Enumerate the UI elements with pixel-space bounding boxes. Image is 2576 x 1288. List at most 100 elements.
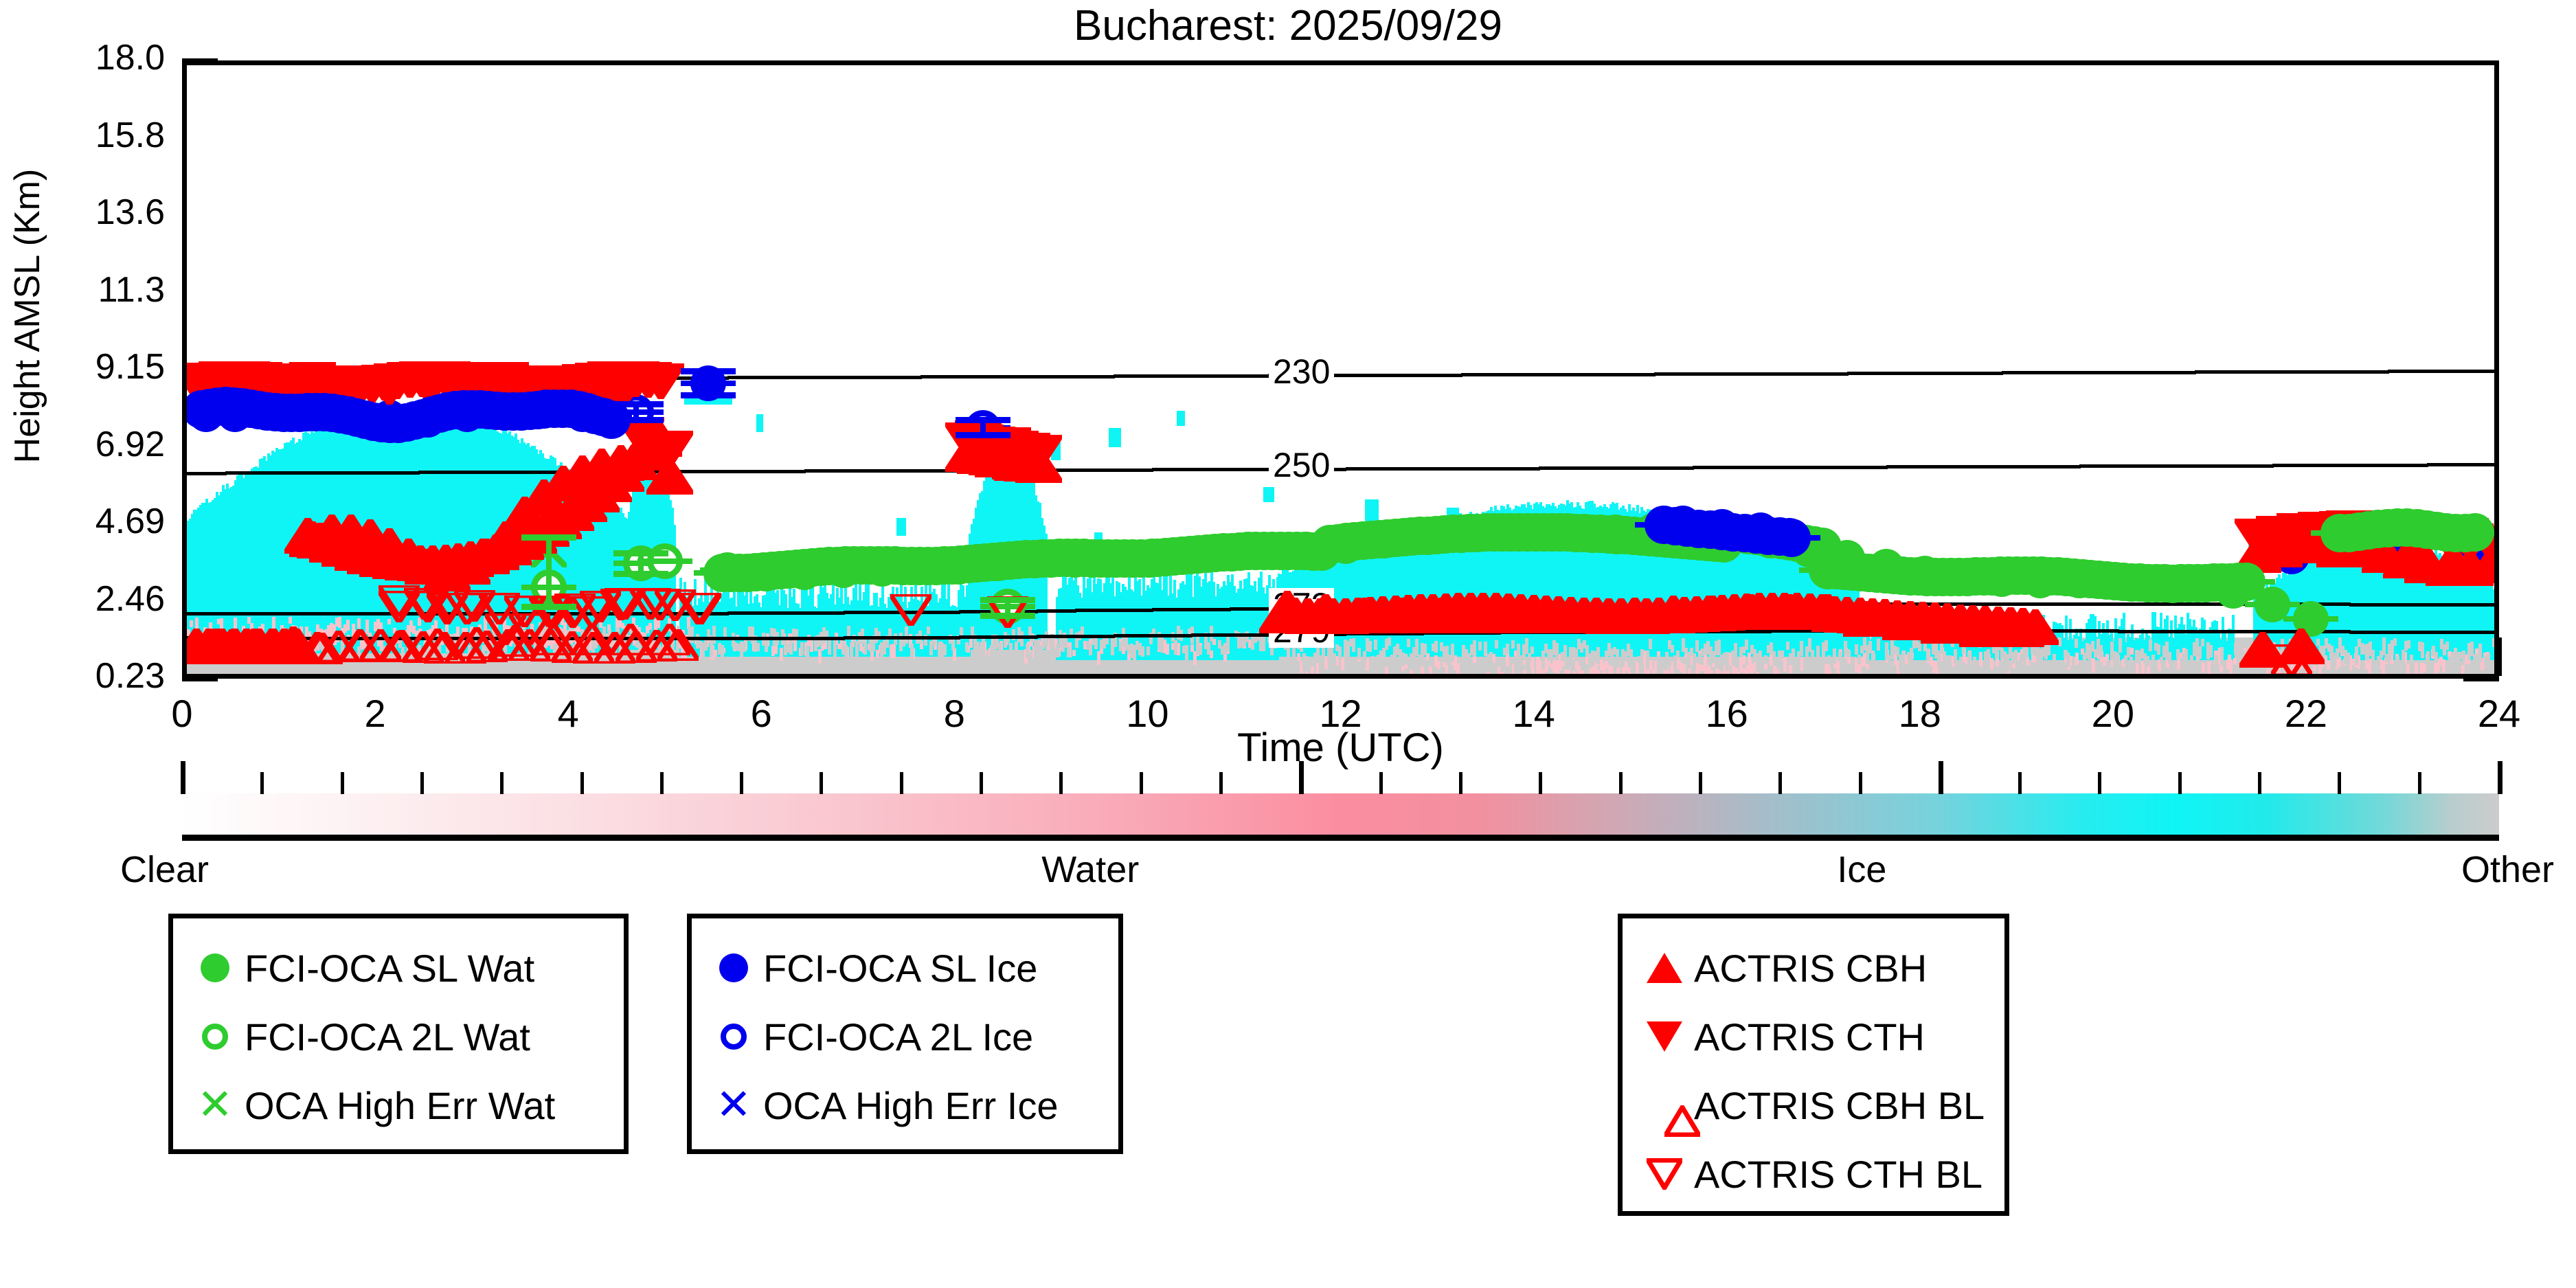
ice-mask-column [1482, 512, 1485, 657]
ice-mask-column [249, 472, 251, 654]
legend-item-actris-cbh-bl[interactable]: ACTRIS CBH BL [1635, 1071, 1992, 1140]
ice-mask-column [1228, 581, 1232, 661]
error-bar-cap [521, 604, 577, 610]
other-mask-cell [1374, 640, 1378, 651]
ice-mask-column [1529, 504, 1533, 657]
ice-mask-column [622, 513, 624, 654]
ice-mask-column [1467, 517, 1471, 657]
water-mask-cell [798, 648, 802, 657]
legend-item-fci-oca-sl-ice[interactable]: FCI-OCA SL Ice [704, 934, 1106, 1002]
other-mask-cell [1100, 639, 1104, 649]
isotherm-line [1036, 609, 1076, 613]
ice-mask-column [858, 583, 861, 657]
water-mask-cell [2226, 659, 2230, 670]
ice-mask-column [1659, 510, 1662, 657]
cloud-classification-plot[interactable]: 230250273279 [182, 60, 2499, 679]
other-mask-cell [2445, 642, 2450, 650]
other-mask-cell [1682, 638, 1686, 653]
other-mask-cell [993, 635, 997, 654]
other-mask-cell [1739, 646, 1743, 658]
other-mask-cell [657, 644, 662, 653]
ice-mask-column [1539, 502, 1543, 657]
other-mask-cell [1254, 633, 1258, 643]
other-mask-cell [624, 626, 629, 645]
ice-mask-column [973, 518, 976, 651]
other-mask-cell [2138, 651, 2142, 664]
ice-mask-column [628, 512, 631, 651]
legend-symbol-open-circle [721, 1024, 747, 1050]
legend-item-fci-oca-2l-ice[interactable]: FCI-OCA 2L Ice [704, 1002, 1106, 1071]
ice-mask-column [732, 585, 736, 657]
legend-item-actris-cth-bl[interactable]: ACTRIS CTH BL [1635, 1140, 1992, 1208]
other-mask-cell [1349, 639, 1353, 646]
actris-legend[interactable]: ACTRIS CBH ACTRIS CTH ACTRIS CBH BL ACTRIS … [1618, 914, 2009, 1216]
ice-mask-column [1898, 622, 1901, 661]
other-mask-cell [1613, 646, 1617, 655]
other-mask-cell [2039, 648, 2043, 667]
other-mask-cell [1506, 643, 1510, 655]
ice-legend[interactable]: FCI-OCA SL Ice FCI-OCA 2L Ice ✕ OCA High Er… [687, 914, 1123, 1154]
ice-mask-column [1632, 507, 1636, 657]
other-mask-cell [534, 640, 538, 648]
ice-mask-column [1945, 636, 1949, 661]
water-mask-cell [418, 617, 421, 626]
isotherm-line [1538, 372, 1579, 376]
ice-mask-column [788, 588, 791, 657]
other-mask-cell [1393, 646, 1397, 657]
colorbar-tick [181, 761, 185, 794]
water-mask-cell [415, 631, 418, 640]
water-mask-cell [2318, 664, 2323, 674]
legend-item-actris-cbh[interactable]: ACTRIS CBH [1635, 934, 1992, 1002]
other-mask-cell [1596, 647, 1601, 665]
isotherm-line [1963, 465, 2004, 468]
water-mask-cell [2217, 650, 2221, 664]
ice-mask-column [683, 582, 686, 657]
ice-mask-column [2162, 629, 2165, 661]
legend-symbol-cross: ✕ [197, 1081, 233, 1129]
water-mask-cell [1764, 658, 1768, 670]
water-legend[interactable]: FCI-OCA SL Wat FCI-OCA 2L Wat ✕ OCA High Er… [168, 914, 629, 1154]
ice-mask-column [2135, 637, 2138, 661]
legend-item-oca-high-err-wat[interactable]: ✕ OCA High Err Wat [185, 1071, 611, 1140]
ice-mask-column [197, 507, 200, 654]
legend-label: FCI-OCA SL Ice [763, 946, 1038, 990]
ice-mask-column [1078, 592, 1081, 661]
isotherm-line [1383, 373, 1424, 377]
ice-mask-column [2232, 615, 2235, 661]
ice-mask-column [2176, 628, 2180, 661]
ice-mask-column [1212, 582, 1215, 661]
water-mask-cell [1456, 664, 1460, 674]
other-mask-cell [2402, 649, 2406, 668]
legend-item-fci-oca-sl-wat[interactable]: FCI-OCA SL Wat [185, 934, 611, 1002]
ice-mask-column [2413, 545, 2417, 661]
ice-mask-column [1440, 520, 1444, 657]
legend-item-fci-oca-2l-wat[interactable]: FCI-OCA 2L Wat [185, 1002, 611, 1071]
ice-mask-column [238, 473, 241, 654]
ice-mask-column [716, 580, 719, 657]
other-mask-cell [482, 644, 486, 657]
error-bar-cap [613, 550, 668, 556]
water-mask-cell [1932, 661, 1936, 673]
legend-item-oca-high-err-ice[interactable]: ✕ OCA High Err Ice [704, 1071, 1106, 1140]
ice-mask-column [1502, 506, 1506, 657]
other-mask-cell [1423, 644, 1427, 655]
ice-mask-column [1665, 511, 1669, 657]
ice-mask-column [1459, 512, 1462, 657]
other-mask-cell [1588, 653, 1592, 664]
water-mask-cell [234, 618, 237, 631]
water-mask-cell [2166, 653, 2170, 668]
legend-item-actris-cth[interactable]: ACTRIS CTH [1635, 1002, 1992, 1071]
ice-mask-column [214, 498, 216, 654]
isotherm-line [1152, 374, 1193, 379]
other-mask-cell [1067, 646, 1071, 658]
ice-mask-column [2252, 593, 2256, 661]
ice-mask-column [2327, 554, 2330, 661]
water-mask-cell [1434, 655, 1438, 666]
other-mask-cell [1594, 651, 1598, 663]
water-mask-cell [1935, 661, 1939, 674]
legend-label: ACTRIS CTH [1694, 1015, 1925, 1059]
other-mask-cell [1792, 648, 1796, 662]
water-mask-cell [752, 638, 756, 651]
ice-mask-column [1193, 575, 1197, 661]
ice-mask-column [1111, 573, 1114, 661]
